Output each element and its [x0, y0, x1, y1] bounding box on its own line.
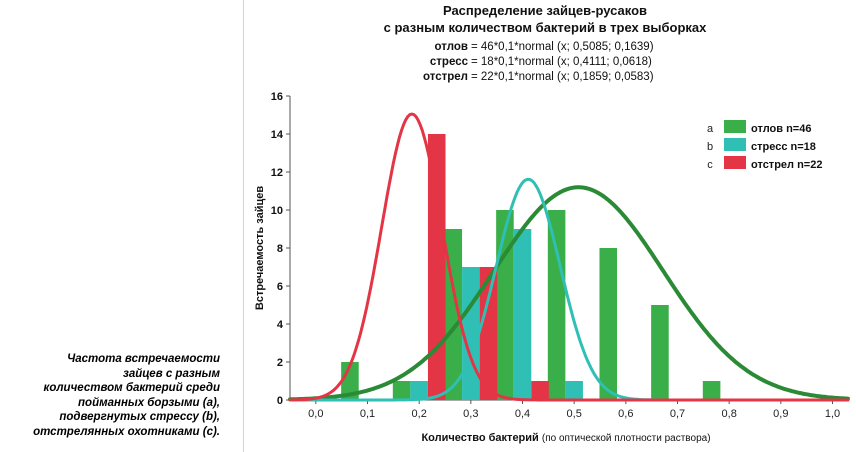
- bar: [547, 210, 566, 400]
- x-axis-label: Количество бактерий (по оптической плотн…: [421, 432, 710, 444]
- legend-swatch: [724, 120, 746, 133]
- bar: [496, 210, 514, 400]
- x-tick-label: 1,0: [825, 408, 840, 420]
- chart-subtitle: с разным количеством бактерий в трех выб…: [384, 20, 707, 35]
- caption-line: количеством бактерий среди: [43, 382, 220, 394]
- formula-name: отстрел: [423, 71, 468, 83]
- caption-line: Частота встречаемости: [67, 353, 220, 365]
- y-tick-label: 4: [277, 319, 284, 331]
- y-tick-label: 14: [271, 129, 284, 141]
- legend-key: b: [707, 141, 713, 153]
- x-axis-label-main: Количество бактерий: [421, 432, 538, 444]
- x-tick-label: 0,1: [360, 408, 375, 420]
- vertical-divider: [243, 0, 244, 452]
- formula-name: стресс: [430, 56, 469, 68]
- bar: [565, 381, 583, 400]
- formula-text: = 18*0,1*normal (x; 0,4111; 0,0618): [471, 56, 652, 68]
- bar: [392, 381, 411, 400]
- caption-line: отстрелянных охотниками (c).: [33, 425, 220, 438]
- bar: [427, 134, 446, 400]
- bar: [531, 381, 549, 400]
- x-tick-label: 0,6: [618, 408, 633, 420]
- caption-line: зайцев с разным: [123, 367, 220, 380]
- y-tick-label: 0: [277, 395, 283, 407]
- figure-caption: Частота встречаемости зайцев с разным ко…: [20, 352, 220, 439]
- bar: [410, 381, 428, 400]
- y-tick-label: 10: [271, 205, 283, 217]
- x-tick-label: 0,8: [722, 408, 737, 420]
- caption-line: подвергнутых стрессу (b),: [59, 411, 220, 423]
- x-tick-label: 0,2: [412, 408, 427, 420]
- formula-block: отлов = 46*0,1*normal (x; 0,5085; 0,1639…: [423, 41, 654, 83]
- plot-area: 0 2 4 6 8 10 12 14 16 0,0 0,1 0,2 0,3 0,4 0,5 0,6 0,7 0,8…: [271, 91, 850, 420]
- bar: [702, 381, 721, 400]
- caption-line: пойманных борзыми (a),: [78, 396, 220, 409]
- x-tick-label: 0,3: [463, 408, 478, 420]
- y-tick-label: 6: [277, 281, 283, 293]
- legend-label: стресс n=18: [751, 141, 816, 153]
- y-tick-label: 12: [271, 167, 283, 179]
- legend: a отлов n=46 b стресс n=18 c отстрел n=2…: [707, 120, 822, 171]
- fit-curve: [288, 185, 850, 402]
- legend-label: отстрел n=22: [751, 159, 822, 171]
- y-axis-label: Встречаемость зайцев: [254, 186, 266, 310]
- y-tick-label: 2: [277, 357, 283, 369]
- formula-text: = 22*0,1*normal (x; 0,1859; 0,0583): [471, 71, 654, 83]
- legend-key: a: [707, 123, 714, 135]
- legend-swatch: [724, 138, 746, 151]
- bar: [479, 267, 498, 400]
- legend-label: отлов n=46: [751, 123, 811, 135]
- bar: [599, 248, 618, 400]
- legend-key: c: [707, 159, 713, 171]
- x-tick-label: 0,5: [567, 408, 582, 420]
- chart-title: Распределение зайцев-русаков: [443, 3, 647, 18]
- legend-swatch: [724, 156, 746, 169]
- formula-name: отлов: [435, 41, 468, 53]
- fit-curve: [288, 177, 850, 402]
- y-tick-label: 16: [271, 91, 283, 103]
- bar: [651, 305, 669, 400]
- formula-text: = 46*0,1*normal (x; 0,5085; 0,1639): [471, 41, 654, 53]
- x-tick-label: 0,7: [670, 408, 685, 420]
- x-tick-label: 0,9: [773, 408, 788, 420]
- x-tick-label: 0,4: [515, 408, 530, 420]
- fit-curve: [288, 112, 850, 402]
- y-tick-label: 8: [277, 243, 283, 255]
- bar: [513, 229, 532, 400]
- x-tick-label: 0,0: [308, 408, 323, 420]
- x-axis-label-note: (по оптической плотности раствора): [542, 433, 711, 444]
